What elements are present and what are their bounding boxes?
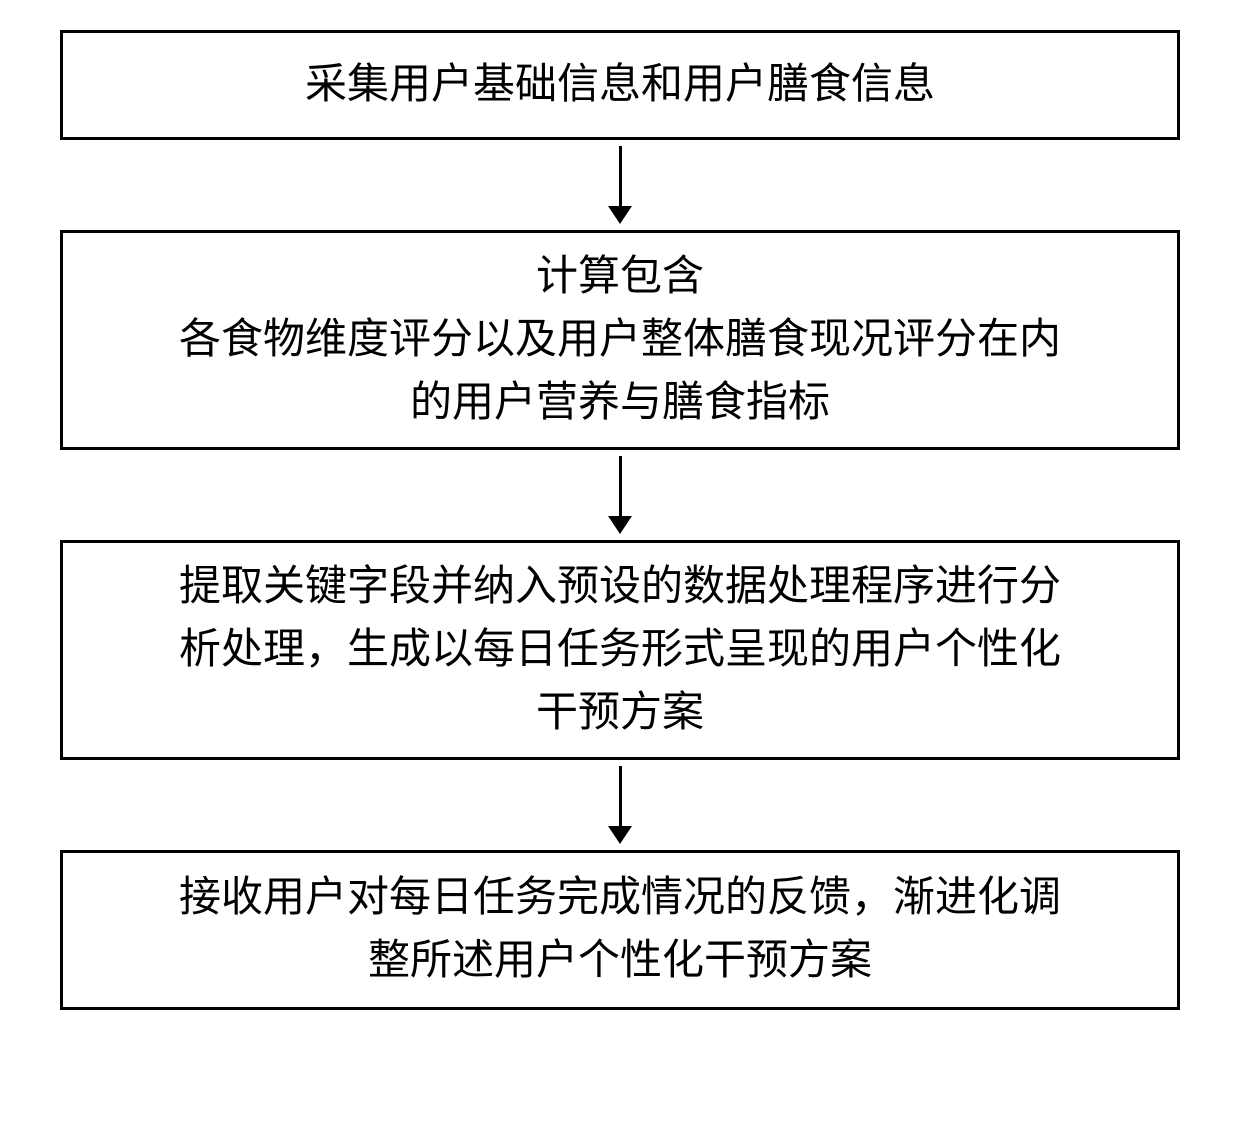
flowchart-node-step3: 提取关键字段并纳入预设的数据处理程序进行分 析处理，生成以每日任务形式呈现的用户… <box>60 540 1180 760</box>
arrow-1-to-2 <box>608 140 632 230</box>
arrow-line <box>619 766 622 826</box>
text-line: 计算包含 <box>179 246 1061 309</box>
text-line: 的用户营养与膳食指标 <box>179 372 1061 435</box>
text-line: 采集用户基础信息和用户膳食信息 <box>305 54 935 117</box>
arrow-head-icon <box>608 516 632 534</box>
arrow-line <box>619 146 622 206</box>
text-line: 析处理，生成以每日任务形式呈现的用户个性化 <box>179 619 1061 682</box>
arrow-3-to-4 <box>608 760 632 850</box>
node-text: 接收用户对每日任务完成情况的反馈，渐进化调 整所述用户个性化干预方案 <box>179 867 1061 993</box>
node-text: 采集用户基础信息和用户膳食信息 <box>305 54 935 117</box>
arrow-head-icon <box>608 206 632 224</box>
text-line: 整所述用户个性化干预方案 <box>179 930 1061 993</box>
flowchart-node-step1: 采集用户基础信息和用户膳食信息 <box>60 30 1180 140</box>
node-text: 计算包含 各食物维度评分以及用户整体膳食现况评分在内 的用户营养与膳食指标 <box>179 246 1061 435</box>
flowchart-node-step2: 计算包含 各食物维度评分以及用户整体膳食现况评分在内 的用户营养与膳食指标 <box>60 230 1180 450</box>
arrow-line <box>619 456 622 516</box>
node-text: 提取关键字段并纳入预设的数据处理程序进行分 析处理，生成以每日任务形式呈现的用户… <box>179 556 1061 745</box>
flowchart-container: 采集用户基础信息和用户膳食信息 计算包含 各食物维度评分以及用户整体膳食现况评分… <box>60 30 1180 1010</box>
flowchart-node-step4: 接收用户对每日任务完成情况的反馈，渐进化调 整所述用户个性化干预方案 <box>60 850 1180 1010</box>
arrow-head-icon <box>608 826 632 844</box>
text-line: 接收用户对每日任务完成情况的反馈，渐进化调 <box>179 867 1061 930</box>
text-line: 干预方案 <box>179 682 1061 745</box>
text-line: 提取关键字段并纳入预设的数据处理程序进行分 <box>179 556 1061 619</box>
text-line: 各食物维度评分以及用户整体膳食现况评分在内 <box>179 309 1061 372</box>
arrow-2-to-3 <box>608 450 632 540</box>
